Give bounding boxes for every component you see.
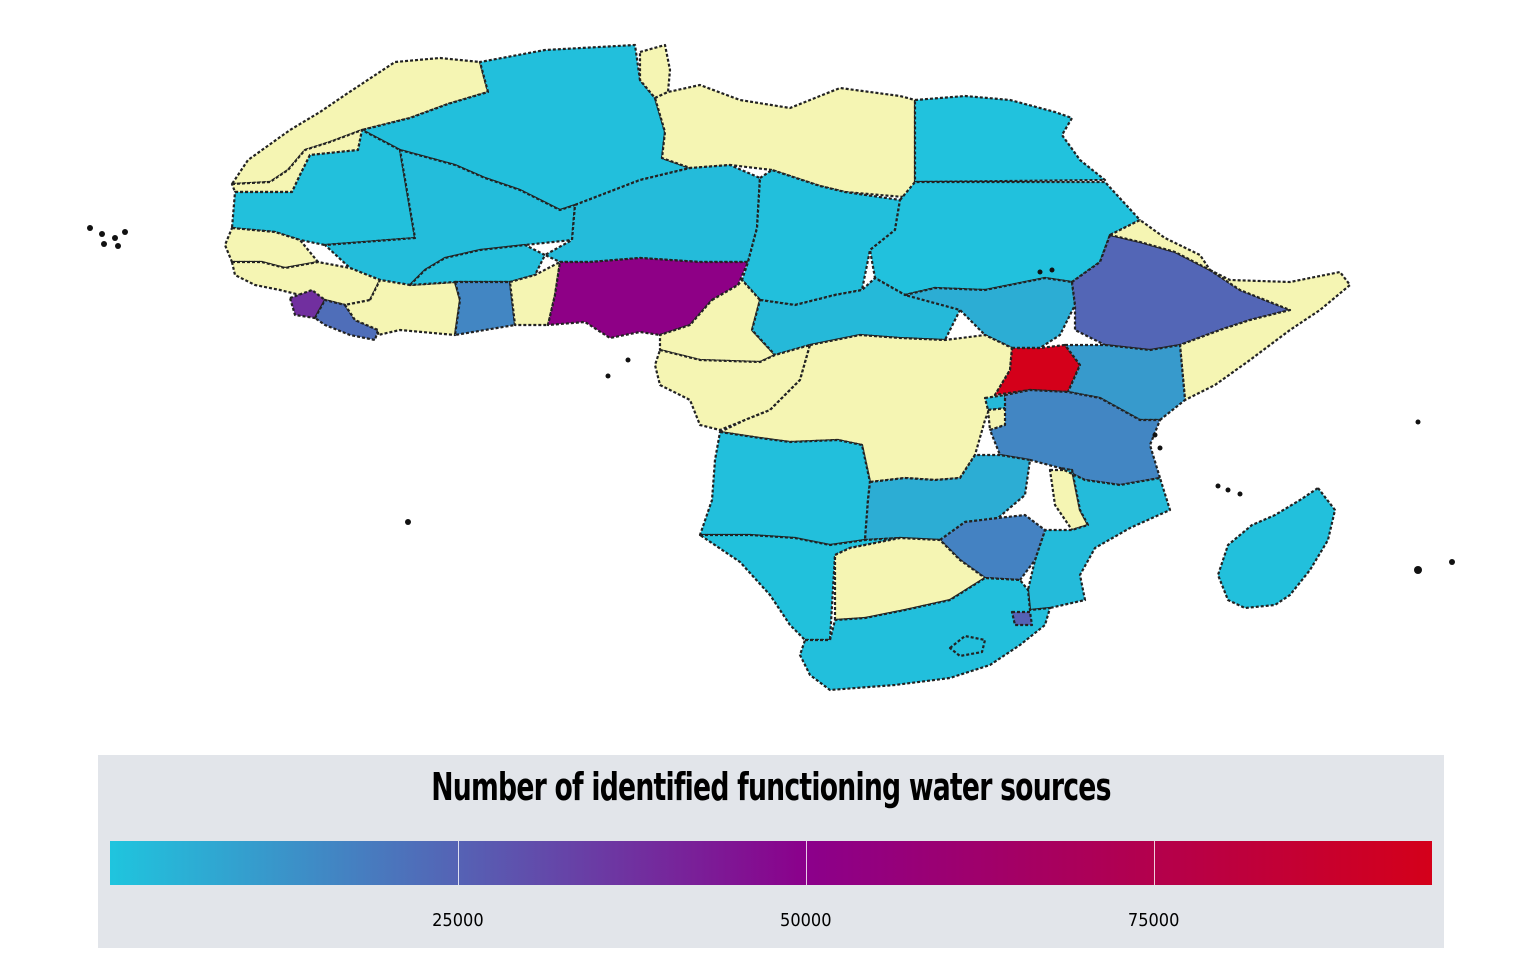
country-ghana[interactable] [453,280,517,337]
africa-choropleth-map [87,43,1455,692]
country-chad[interactable] [740,168,902,307]
legend-tick-mark [457,841,459,885]
country-south-sudan[interactable] [903,276,1077,350]
legend-tick-mark [1153,841,1155,885]
legend-title: Number of identified functioning water s… [431,765,1111,809]
legend-color-bar [110,841,1432,885]
legend-tick-label: 25000 [432,910,484,931]
country-liberia[interactable] [313,298,380,342]
country-libya[interactable] [653,83,917,200]
country-zimbabwe[interactable] [938,513,1047,582]
country-egypt[interactable] [913,94,1107,184]
country-angola[interactable] [698,430,872,547]
country-eswatini[interactable] [1010,610,1034,627]
country-somalia[interactable] [1178,268,1352,402]
country-dr-congo[interactable] [718,333,1014,484]
legend-panel: Number of identified functioning water s… [98,755,1444,948]
country-niger[interactable] [543,163,762,264]
country-sudan[interactable] [868,180,1142,297]
country-south-africa[interactable] [798,576,1052,692]
country-tanzania[interactable] [988,388,1162,487]
country-layer [223,43,1352,692]
legend-tick-label: 50000 [780,910,832,931]
island-layer [87,225,1455,574]
country-mozambique[interactable] [1026,466,1172,612]
country-lesotho[interactable] [948,634,987,658]
country-eritrea[interactable] [1108,218,1212,272]
country-rwanda[interactable] [983,393,1010,412]
country-mali[interactable] [323,148,577,287]
country-burkina-faso[interactable] [408,243,547,287]
country-madagascar[interactable] [1216,486,1337,610]
country-tunisia[interactable] [638,43,672,100]
country-algeria[interactable] [360,43,692,212]
country-cote-divoire[interactable] [343,278,462,337]
legend-tick-label: 75000 [1127,910,1180,931]
legend-tick-mark [805,841,807,885]
